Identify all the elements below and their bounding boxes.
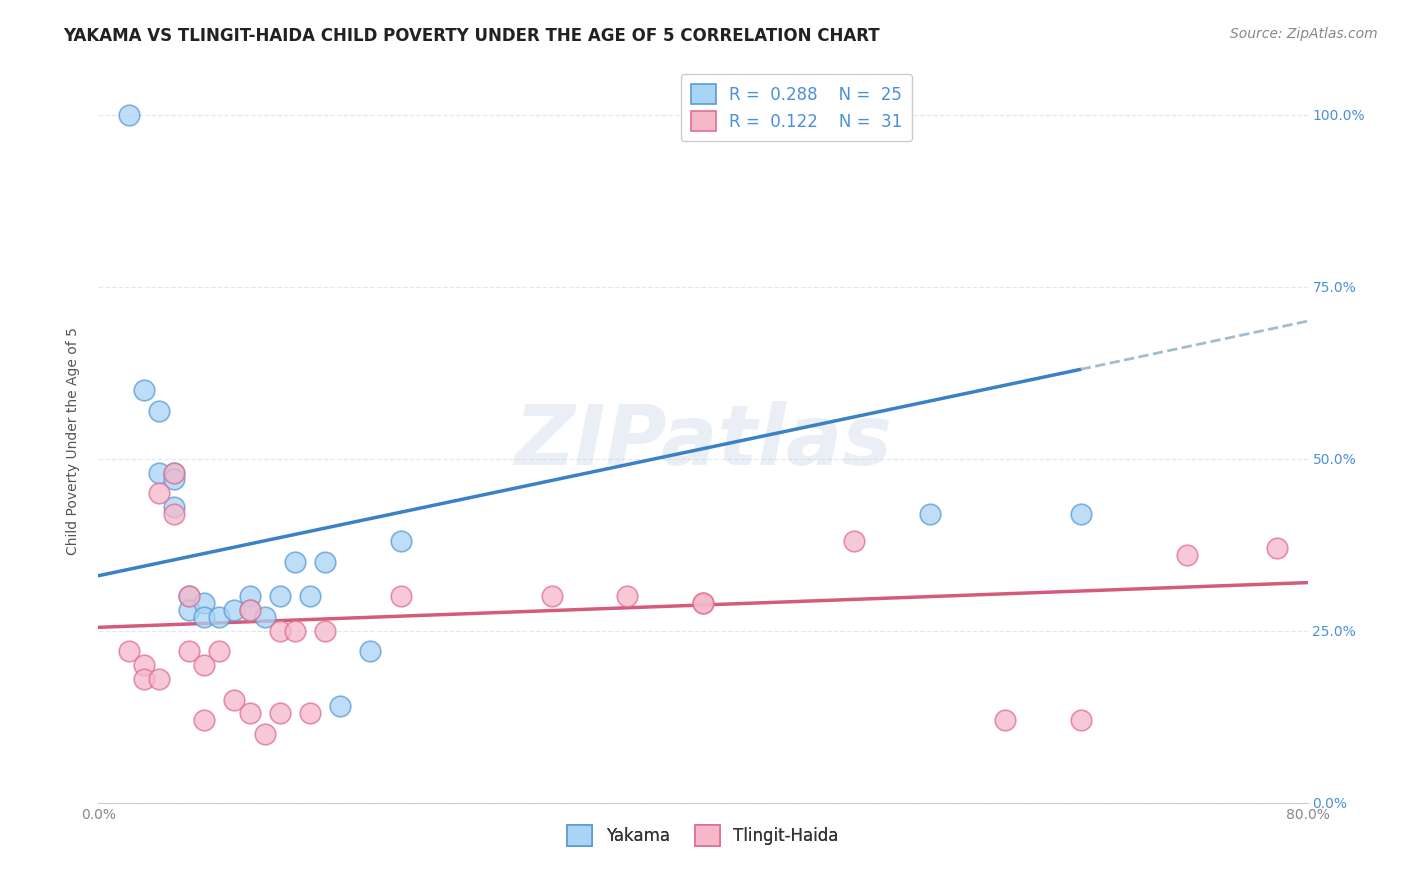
Point — [389, 590, 412, 604]
Point — [239, 603, 262, 617]
Point — [148, 672, 170, 686]
Point — [329, 699, 352, 714]
Point — [692, 596, 714, 610]
Point — [163, 472, 186, 486]
Point — [239, 590, 262, 604]
Point — [918, 507, 941, 521]
Point — [253, 727, 276, 741]
Point — [269, 624, 291, 638]
Point — [1175, 548, 1198, 562]
Point — [253, 610, 276, 624]
Point — [540, 590, 562, 604]
Point — [239, 603, 262, 617]
Point — [148, 403, 170, 417]
Point — [118, 108, 141, 122]
Point — [179, 590, 201, 604]
Point — [224, 603, 246, 617]
Point — [844, 534, 866, 549]
Point — [314, 555, 336, 569]
Point — [299, 590, 322, 604]
Point — [193, 713, 215, 727]
Text: YAKAMA VS TLINGIT-HAIDA CHILD POVERTY UNDER THE AGE OF 5 CORRELATION CHART: YAKAMA VS TLINGIT-HAIDA CHILD POVERTY UN… — [63, 27, 880, 45]
Point — [163, 507, 186, 521]
Point — [132, 383, 155, 397]
Point — [208, 610, 231, 624]
Point — [208, 644, 231, 658]
Point — [118, 644, 141, 658]
Point — [1070, 713, 1092, 727]
Text: ZIPatlas: ZIPatlas — [515, 401, 891, 482]
Point — [360, 644, 382, 658]
Point — [284, 624, 307, 638]
Point — [616, 590, 638, 604]
Point — [389, 534, 412, 549]
Point — [1070, 507, 1092, 521]
Point — [692, 596, 714, 610]
Point — [148, 486, 170, 500]
Point — [179, 644, 201, 658]
Point — [179, 590, 201, 604]
Point — [239, 706, 262, 721]
Legend: Yakama, Tlingit-Haida: Yakama, Tlingit-Haida — [561, 819, 845, 852]
Point — [148, 466, 170, 480]
Point — [994, 713, 1017, 727]
Point — [132, 672, 155, 686]
Point — [163, 466, 186, 480]
Y-axis label: Child Poverty Under the Age of 5: Child Poverty Under the Age of 5 — [66, 327, 80, 556]
Point — [193, 658, 215, 673]
Point — [314, 624, 336, 638]
Point — [299, 706, 322, 721]
Text: Source: ZipAtlas.com: Source: ZipAtlas.com — [1230, 27, 1378, 41]
Point — [284, 555, 307, 569]
Point — [163, 466, 186, 480]
Point — [179, 603, 201, 617]
Point — [193, 596, 215, 610]
Point — [1267, 541, 1289, 556]
Point — [269, 590, 291, 604]
Point — [163, 500, 186, 514]
Point — [224, 692, 246, 706]
Point — [193, 610, 215, 624]
Point — [132, 658, 155, 673]
Point — [269, 706, 291, 721]
